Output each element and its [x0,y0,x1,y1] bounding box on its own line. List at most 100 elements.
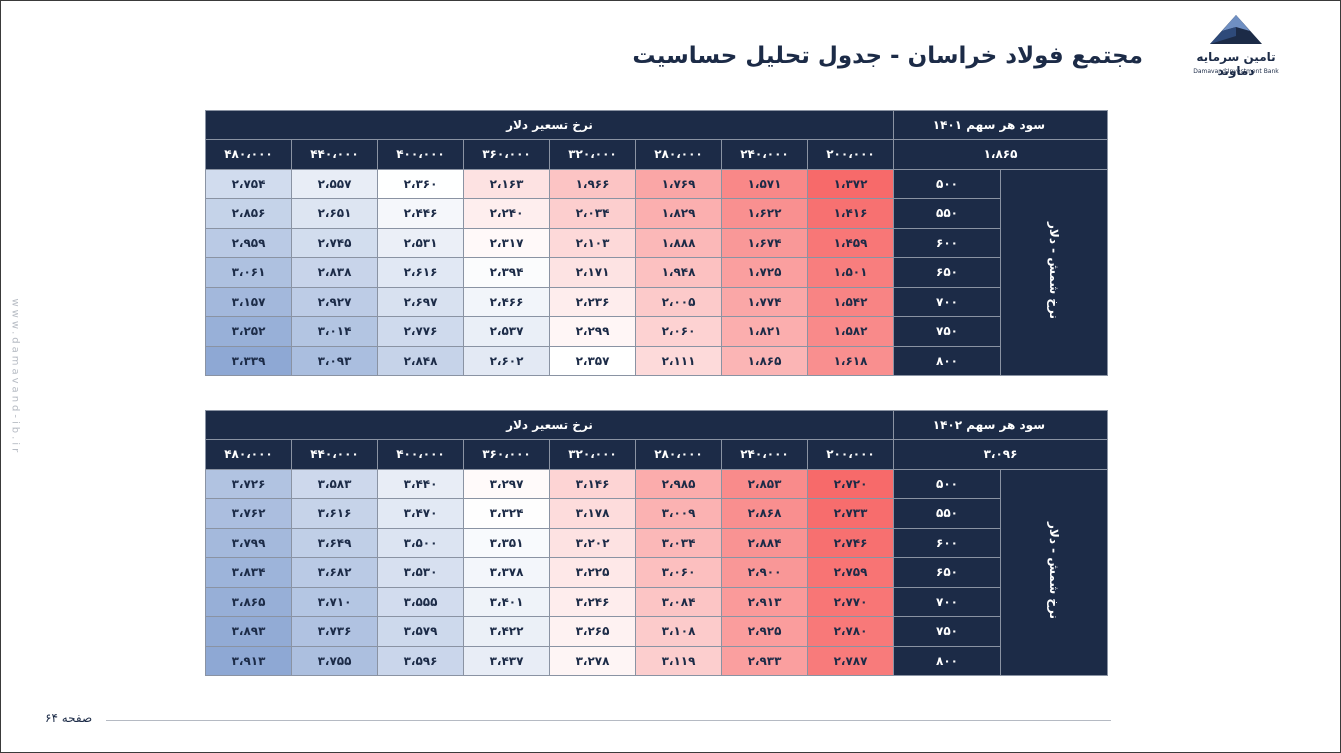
value-cell: ۱،۳۷۲ [807,168,894,199]
value-cell: ۱،۶۲۲ [721,198,808,229]
value-cell: ۳،۲۴۶ [549,586,636,617]
value-cell: ۲،۳۹۴ [463,257,550,288]
value-cell: ۲،۸۵۶ [205,198,292,229]
value-cell: ۳،۰۰۹ [635,498,722,529]
value-cell: ۲،۷۴۶ [807,527,894,558]
table-row: نرخ شمش - دلار ۵۰۰ ۲،۷۲۰ ۲،۸۵۳ ۲،۹۸۵ ۳،۱۴۶ ۳،۲… [205,468,1108,676]
value-cell: ۲،۵۳۷ [463,316,550,347]
value-cell: ۲،۷۸۷ [807,645,894,676]
value-cell: ۲،۵۳۱ [377,227,464,258]
page-title: مجتمع فولاد خراسان - جدول تحلیل حساسیت [632,43,1143,69]
column-header: ۲۸۰،۰۰۰ [635,139,722,170]
value-cell: ۳،۴۲۲ [463,616,550,647]
value-cell: ۳،۴۷۰ [377,498,464,529]
value-cell: ۳،۸۳۴ [205,557,292,588]
y-axis-label: نرخ شمش - دلار [1000,468,1108,676]
value-cell: ۳،۵۰۰ [377,527,464,558]
table-row: ۶۰۰ ۲،۷۴۶ ۲،۸۸۴ ۳،۰۳۴ ۳،۲۰۲ ۳،۳۵۱ ۳،۵۰۰ ۳،۶۴۹ ۳،… [205,527,1108,558]
row-header: ۵۰۰ [893,468,1001,499]
value-cell: ۳،۱۱۹ [635,645,722,676]
column-header: ۴۴۰،۰۰۰ [291,139,378,170]
table-row: ۷۵۰ ۱،۵۸۲ ۱،۸۲۱ ۲،۰۶۰ ۲،۲۹۹ ۲،۵۳۷ ۲،۷۷۶ ۳،۰۱۴ ۳،… [205,316,1108,347]
value-cell: ۲،۸۸۴ [721,527,808,558]
value-cell: ۲،۳۵۷ [549,345,636,376]
table-row: ۷۰۰ ۱،۵۴۲ ۱،۷۷۴ ۲،۰۰۵ ۲،۲۳۶ ۲،۴۶۶ ۲،۶۹۷ ۲،۹۲۷ ۳،… [205,286,1108,317]
value-cell: ۲،۶۹۷ [377,286,464,317]
sensitivity-table-1401: سود هر سهم ۱۴۰۱ نرخ تسعیر دلار ۱،۸۶۵ ۲۰۰،۰۰… [205,110,1108,376]
value-cell: ۱،۵۷۱ [721,168,808,199]
value-cell: ۳،۵۵۵ [377,586,464,617]
value-cell: ۲،۱۰۳ [549,227,636,258]
eps-label: سود هر سهم ۱۴۰۱ [893,110,1108,140]
value-cell: ۳،۹۱۳ [205,645,292,676]
value-cell: ۱،۴۱۶ [807,198,894,229]
value-cell: ۳،۴۳۷ [463,645,550,676]
value-cell: ۲،۸۳۸ [291,257,378,288]
value-cell: ۳،۳۷۸ [463,557,550,588]
value-cell: ۳،۰۹۳ [291,345,378,376]
table-row: ۸۰۰ ۲،۷۸۷ ۲،۹۳۳ ۳،۱۱۹ ۳،۲۷۸ ۳،۴۳۷ ۳،۵۹۶ ۳،۷۵۵ ۳،… [205,645,1108,676]
value-cell: ۲،۸۵۳ [721,468,808,499]
value-cell: ۲،۴۶۶ [463,286,550,317]
table-row: نرخ شمش - دلار ۵۰۰ ۱،۳۷۲ ۱،۵۷۱ ۱،۷۶۹ ۱،۹۶۶ ۲،۱… [205,168,1108,376]
value-cell: ۳،۳۲۴ [463,498,550,529]
value-cell: ۳،۵۹۶ [377,645,464,676]
row-header: ۷۵۰ [893,316,1001,347]
value-cell: ۳،۳۳۹ [205,345,292,376]
value-cell: ۳،۰۶۱ [205,257,292,288]
value-cell: ۲،۷۵۴ [205,168,292,199]
value-cell: ۲،۷۷۶ [377,316,464,347]
column-header: ۳۲۰،۰۰۰ [549,439,636,470]
value-cell: ۳،۷۶۲ [205,498,292,529]
table-row: ۷۰۰ ۲،۷۷۰ ۲،۹۱۳ ۳،۰۸۴ ۳،۲۴۶ ۳،۴۰۱ ۳،۵۵۵ ۳،۷۱۰ ۳،… [205,586,1108,617]
logo-name-en: Damavand Investment Bank [1193,68,1279,75]
value-cell: ۲،۲۳۶ [549,286,636,317]
column-header: ۴۸۰،۰۰۰ [205,139,292,170]
company-logo: تامین سرمایه دماوند Damavand Investment … [1176,14,1296,80]
value-cell: ۳،۷۹۹ [205,527,292,558]
row-header: ۷۰۰ [893,286,1001,317]
value-cell: ۳،۶۱۶ [291,498,378,529]
y-axis-label-text: نرخ شمش - دلار [1047,222,1061,320]
table-row: ۶۰۰ ۱،۴۵۹ ۱،۶۷۴ ۱،۸۸۸ ۲،۱۰۳ ۲،۳۱۷ ۲،۵۳۱ ۲،۷۴۵ ۲،… [205,227,1108,258]
value-cell: ۲،۰۰۵ [635,286,722,317]
value-cell: ۱،۸۲۱ [721,316,808,347]
value-cell: ۳،۸۶۵ [205,586,292,617]
value-cell: ۲،۷۳۳ [807,498,894,529]
x-axis-label: نرخ تسعیر دلار [205,110,894,140]
value-cell: ۲،۷۵۹ [807,557,894,588]
row-header: ۵۵۰ [893,498,1001,529]
value-cell: ۲،۲۹۹ [549,316,636,347]
value-cell: ۲،۷۲۰ [807,468,894,499]
value-cell: ۱،۴۵۹ [807,227,894,258]
y-axis-label-text: نرخ شمش - دلار [1047,522,1061,620]
value-cell: ۳،۲۲۵ [549,557,636,588]
column-header: ۳۶۰،۰۰۰ [463,139,550,170]
value-cell: ۳،۳۵۱ [463,527,550,558]
value-cell: ۳،۴۴۰ [377,468,464,499]
base-eps-value: ۱،۸۶۵ [893,139,1108,170]
value-cell: ۲،۷۴۵ [291,227,378,258]
footer-divider [106,720,1111,721]
table-row: ۵۵۰ ۱،۴۱۶ ۱،۶۲۲ ۱،۸۲۹ ۲،۰۳۴ ۲،۲۴۰ ۲،۴۴۶ ۲،۶۵۱ ۲،… [205,198,1108,229]
value-cell: ۳،۶۴۹ [291,527,378,558]
mountain-logo-icon [1210,15,1262,44]
sensitivity-table-1402: سود هر سهم ۱۴۰۲ نرخ تسعیر دلار ۳،۰۹۶ ۲۰۰،۰۰… [205,410,1108,676]
value-cell: ۲،۸۴۸ [377,345,464,376]
value-cell: ۳،۵۸۳ [291,468,378,499]
table-row: ۶۵۰ ۱،۵۰۱ ۱،۷۲۵ ۱،۹۴۸ ۲،۱۷۱ ۲،۳۹۴ ۲،۶۱۶ ۲،۸۳۸ ۳،… [205,257,1108,288]
value-cell: ۲،۹۲۷ [291,286,378,317]
row-header: ۵۰۰ [893,168,1001,199]
value-cell: ۳،۱۷۸ [549,498,636,529]
value-cell: ۱،۶۷۴ [721,227,808,258]
value-cell: ۲،۱۱۱ [635,345,722,376]
column-header: ۴۰۰،۰۰۰ [377,139,464,170]
column-header: ۲۴۰،۰۰۰ [721,439,808,470]
row-header: ۸۰۰ [893,345,1001,376]
value-cell: ۱،۶۱۸ [807,345,894,376]
value-cell: ۲،۰۳۴ [549,198,636,229]
value-cell: ۱،۹۴۸ [635,257,722,288]
value-cell: ۳،۱۵۷ [205,286,292,317]
value-cell: ۱،۵۸۲ [807,316,894,347]
table-row: ۸۰۰ ۱،۶۱۸ ۱،۸۶۵ ۲،۱۱۱ ۲،۳۵۷ ۲،۶۰۲ ۲،۸۴۸ ۳،۰۹۳ ۳،… [205,345,1108,376]
